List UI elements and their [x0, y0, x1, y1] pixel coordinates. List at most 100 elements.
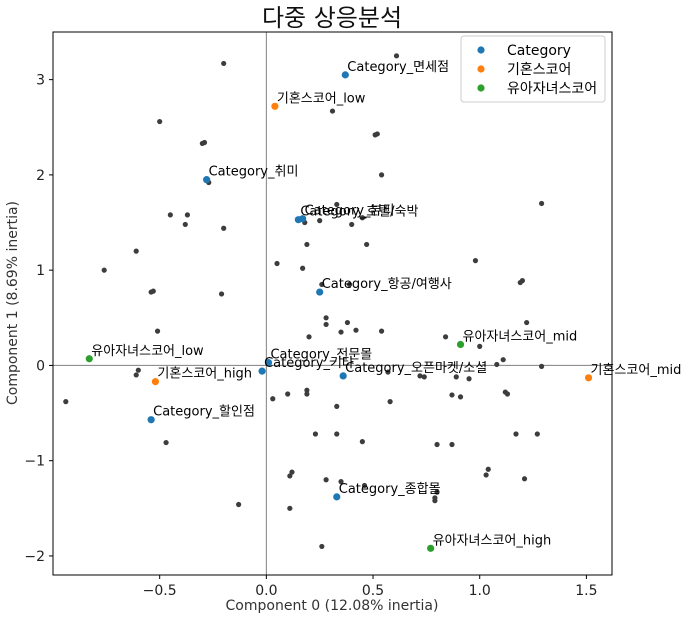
series-point	[333, 493, 341, 501]
background-point	[500, 357, 506, 363]
background-point	[312, 431, 319, 437]
background-point	[434, 441, 440, 448]
point-label: Category_전문몰	[270, 348, 372, 363]
background-point	[374, 131, 380, 137]
background-point	[329, 108, 336, 114]
background-point	[133, 248, 139, 254]
background-point	[182, 221, 188, 228]
point-label: Category_오픈마켓/소셜	[345, 361, 487, 376]
series-point	[151, 378, 160, 386]
background-point	[485, 466, 491, 472]
background-point	[338, 479, 344, 485]
y-tick-label: 2	[36, 168, 45, 184]
background-point	[287, 473, 293, 479]
background-point	[364, 241, 370, 248]
series-point	[456, 340, 465, 349]
background-point	[449, 392, 455, 398]
background-point	[349, 221, 355, 228]
background-point	[538, 363, 545, 369]
background-point	[442, 334, 449, 340]
point-label: 유아자녀스코어_low	[91, 344, 204, 359]
background-point	[393, 53, 400, 59]
axis-ticks: −0.5 0.0 0.5 1.0 1.5 −2 −1 0 1 2 3	[24, 73, 597, 599]
background-point	[221, 225, 227, 231]
background-point	[317, 218, 323, 224]
background-point	[494, 361, 500, 368]
background-point	[236, 501, 242, 508]
background-point	[323, 477, 329, 483]
background-point	[449, 441, 455, 448]
x-tick-label: 1.5	[575, 583, 597, 599]
background-point	[63, 399, 69, 405]
background-point	[157, 118, 163, 125]
series-point	[203, 176, 211, 184]
x-axis-title: Component 0 (12.08% inertia)	[226, 598, 439, 614]
background-point	[457, 394, 464, 400]
background-point	[353, 327, 359, 333]
series-point	[85, 355, 93, 363]
background-point	[101, 267, 107, 273]
background-point	[304, 241, 310, 248]
background-points	[63, 53, 545, 550]
series-point	[341, 71, 349, 79]
point-label: 기혼스코어_mid	[591, 363, 682, 378]
background-point	[504, 391, 511, 397]
point-labels: Category_면세점Category_취미Category_호텔/숙박Cat…	[91, 60, 681, 548]
background-point	[221, 60, 227, 67]
background-point	[218, 291, 225, 297]
background-point	[338, 329, 344, 335]
background-point	[361, 482, 368, 489]
background-point	[534, 431, 540, 437]
y-tick-label: −1	[24, 454, 45, 470]
background-point	[274, 260, 280, 267]
background-point	[167, 212, 173, 218]
series-point	[316, 288, 324, 296]
x-tick-label: 1.0	[469, 583, 491, 599]
background-point	[466, 376, 472, 382]
point-label: Category_항공/여행사	[322, 276, 452, 292]
background-point	[521, 476, 528, 482]
point-label: Category_호텔/숙박	[300, 205, 418, 220]
background-point	[135, 367, 141, 373]
background-point	[417, 373, 423, 379]
series-point	[584, 374, 593, 382]
point-label: 기혼스코어_high	[157, 367, 252, 382]
series-point	[264, 358, 273, 367]
background-point	[421, 374, 427, 380]
background-point	[346, 281, 353, 288]
legend-marker	[477, 46, 485, 54]
legend-marker	[477, 65, 485, 73]
series-points	[85, 71, 593, 552]
background-point	[306, 334, 312, 340]
background-point	[300, 265, 306, 271]
background-point	[270, 396, 276, 402]
point-label: 유아자녀스코어_high	[433, 533, 552, 548]
legend-marker	[477, 84, 485, 92]
background-point	[378, 172, 385, 178]
background-point	[163, 439, 169, 446]
background-point	[453, 374, 459, 380]
background-point	[184, 212, 191, 218]
reference-lines	[53, 32, 612, 575]
background-point	[154, 328, 161, 334]
point-label: Category_뷰티	[305, 204, 395, 219]
background-point	[434, 489, 440, 495]
background-point	[287, 505, 293, 511]
legend-box	[460, 35, 606, 103]
y-axis-title: Component 1 (8.69% inertia)	[5, 201, 21, 405]
background-point	[334, 201, 340, 208]
legend-label: 기혼스코어	[507, 62, 571, 78]
background-point	[472, 258, 479, 264]
background-point	[513, 431, 519, 437]
background-point	[387, 399, 393, 405]
background-point	[319, 543, 325, 550]
series-point	[339, 372, 347, 380]
point-label: 기혼스코어_low	[277, 91, 366, 106]
y-tick-label: 3	[36, 73, 45, 89]
background-point	[199, 140, 205, 147]
background-point	[334, 403, 340, 409]
x-tick-label: 0.5	[362, 583, 384, 599]
x-tick-label: −0.5	[143, 583, 177, 599]
